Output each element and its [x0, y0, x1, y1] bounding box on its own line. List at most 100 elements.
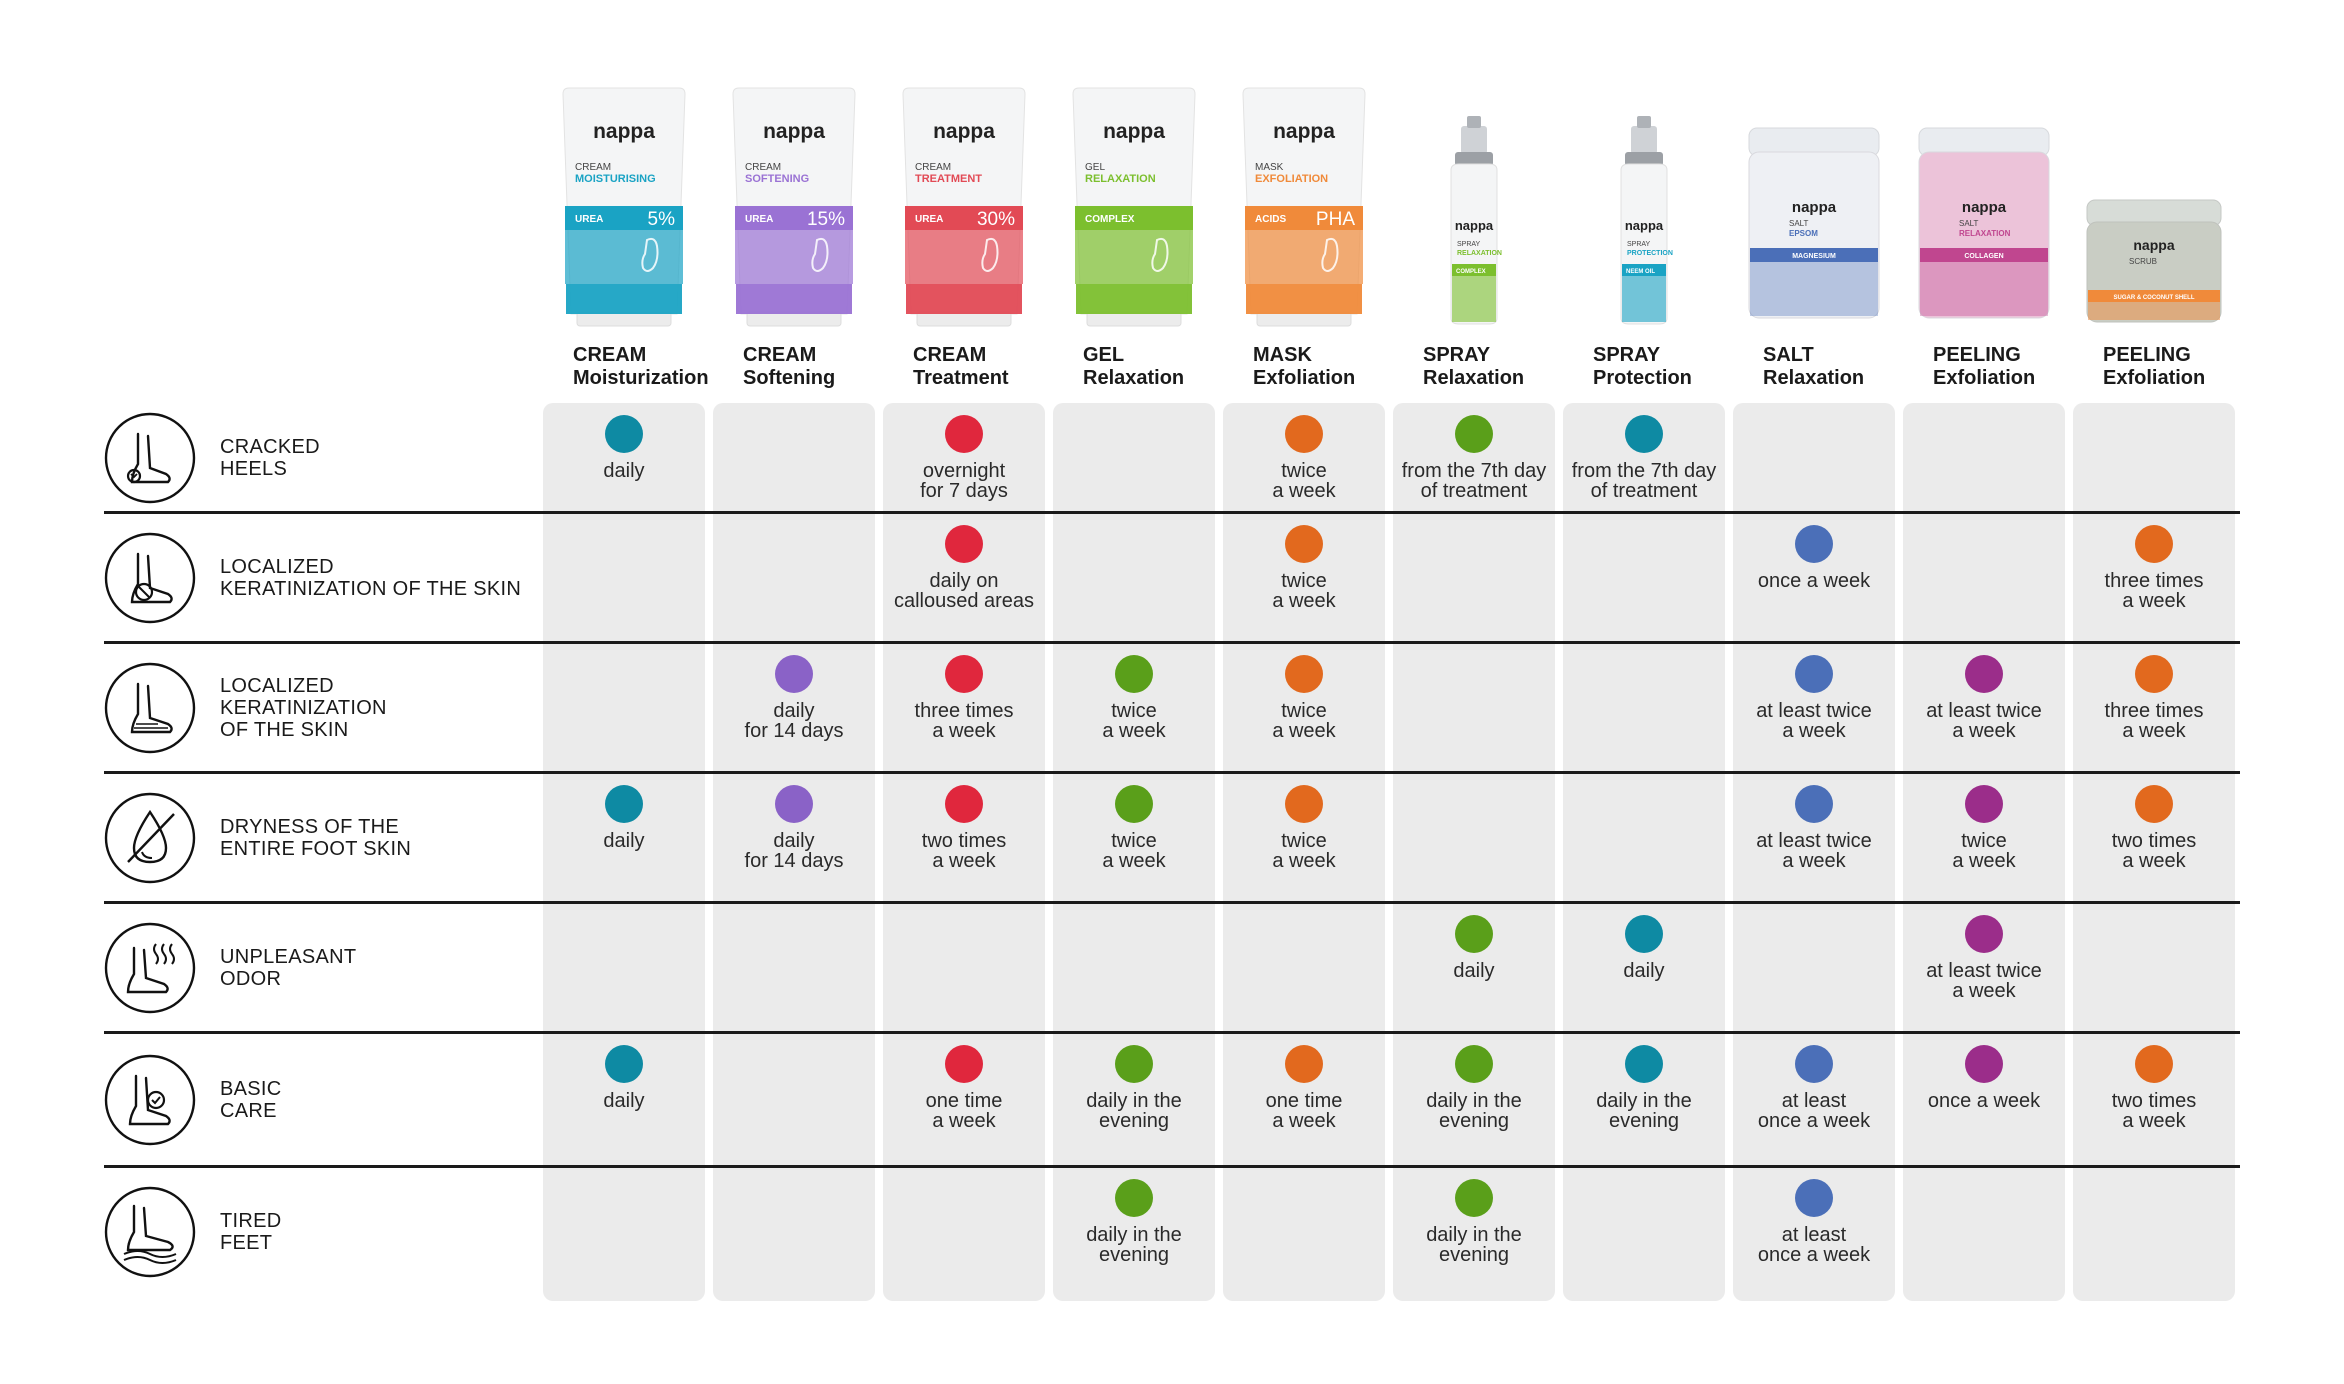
product-column-bg — [1903, 403, 2065, 1301]
usage-cell: daily — [1563, 915, 1725, 981]
usage-cell: daily — [543, 785, 705, 851]
usage-dot — [1625, 415, 1663, 453]
usage-dot — [945, 655, 983, 693]
usage-frequency-line: a week — [1952, 850, 2016, 872]
svg-text:UREA: UREA — [575, 214, 603, 225]
usage-frequency: three times a week — [2073, 701, 2235, 741]
usage-frequency: daily on calloused areas — [883, 571, 1045, 611]
usage-frequency-line: daily — [773, 830, 815, 852]
usage-frequency: daily in the evening — [1053, 1091, 1215, 1131]
usage-cell: one time a week — [883, 1045, 1045, 1131]
usage-frequency-line: one time — [1265, 1090, 1343, 1112]
usage-dot — [1625, 1045, 1663, 1083]
usage-frequency: at least twice a week — [1733, 701, 1895, 741]
product-header-2: nappa CREAM TREATMENT UREA 30% CREAM Treatment — [883, 80, 1045, 400]
usage-frequency-line: a week — [1782, 850, 1846, 872]
usage-cell: from the 7th day of treatment — [1563, 415, 1725, 501]
usage-frequency-line: a week — [1272, 850, 1336, 872]
row-divider — [104, 901, 2240, 904]
product-name: SPRAY Protection — [1593, 344, 1692, 390]
usage-frequency-line: at least — [1781, 1224, 1847, 1246]
usage-frequency: daily — [1563, 961, 1725, 981]
usage-frequency-line: a week — [1272, 720, 1336, 742]
usage-cell: daily — [543, 1045, 705, 1111]
usage-frequency-line: daily in the — [1086, 1224, 1182, 1246]
product-pack-image: nappa SALT EPSOM MAGNESIUM — [1733, 80, 1895, 330]
usage-frequency-line: a week — [2122, 1110, 2186, 1132]
usage-frequency: at least twice a week — [1733, 831, 1895, 871]
svg-text:CREAM: CREAM — [745, 162, 781, 173]
usage-frequency: twice a week — [1053, 831, 1215, 871]
indication-label-line: DRYNESS OF THE — [220, 816, 400, 838]
usage-dot — [1455, 1045, 1493, 1083]
product-pack-image: nappa MASK EXFOLIATION ACIDS PHA — [1223, 80, 1385, 330]
usage-dot — [1965, 785, 2003, 823]
svg-text:nappa: nappa — [1273, 120, 1335, 143]
usage-frequency: once a week — [1903, 1091, 2065, 1111]
indication-label: UNPLEASANT ODOR — [220, 946, 356, 990]
product-name: MASK Exfoliation — [1253, 344, 1355, 390]
usage-frequency-line: a week — [932, 1110, 996, 1132]
svg-text:MOISTURISING: MOISTURISING — [575, 173, 656, 185]
usage-frequency-line: three times — [2104, 700, 2204, 722]
usage-dot — [1455, 915, 1493, 953]
usage-dot — [605, 415, 643, 453]
product-pack-image: nappa SPRAY RELAXATION COMPLEX — [1393, 80, 1555, 330]
product-name-line2: Relaxation — [1083, 367, 1185, 389]
svg-text:PROTECTION: PROTECTION — [1627, 250, 1673, 257]
usage-frequency-line: for 7 days — [920, 480, 1008, 502]
usage-frequency-line: a week — [1952, 980, 2016, 1002]
usage-frequency-line: from the 7th day — [1401, 460, 1547, 482]
usage-dot — [775, 785, 813, 823]
product-pack-image: nappa SPRAY PROTECTION NEEM OIL — [1563, 80, 1725, 330]
usage-frequency-line: twice — [1281, 460, 1327, 482]
row-divider — [104, 641, 2240, 644]
usage-frequency-line: evening — [1098, 1244, 1170, 1266]
product-name-line2: Protection — [1593, 367, 1692, 389]
usage-frequency-line: a week — [2122, 850, 2186, 872]
usage-cell: three times a week — [883, 655, 1045, 741]
usage-frequency-line: daily — [603, 1090, 645, 1112]
usage-cell: at least twice a week — [1733, 785, 1895, 871]
usage-frequency-line: daily in the — [1596, 1090, 1692, 1112]
product-name-line2: Relaxation — [1423, 367, 1525, 389]
product-name-line1: SALT — [1763, 344, 1814, 366]
svg-text:nappa: nappa — [763, 120, 825, 143]
product-name: PEELING Exfoliation — [2103, 344, 2205, 390]
indication-label: TIRED FEET — [220, 1210, 282, 1254]
product-name-line1: CREAM — [913, 344, 987, 366]
usage-dot — [2135, 655, 2173, 693]
indication-label-line: BASIC — [220, 1078, 282, 1100]
usage-frequency: twice a week — [1223, 831, 1385, 871]
product-pack-image: nappa SALT RELAXATION COLLAGEN — [1903, 80, 2065, 330]
usage-frequency-line: a week — [932, 850, 996, 872]
usage-frequency: at least twice a week — [1903, 961, 2065, 1001]
product-column-bg — [1393, 403, 1555, 1301]
indication-row: DRYNESS OF THE ENTIRE FOOT SKIN daily daily… — [104, 773, 2240, 903]
usage-dot — [945, 415, 983, 453]
usage-dot — [945, 1045, 983, 1083]
usage-dot — [1965, 655, 2003, 693]
usage-frequency-line: evening — [1608, 1110, 1680, 1132]
svg-text:COMPLEX: COMPLEX — [1085, 214, 1135, 225]
svg-text:nappa: nappa — [1103, 120, 1165, 143]
foot-odor-icon — [104, 922, 196, 1014]
usage-frequency-line: calloused areas — [893, 590, 1035, 612]
usage-frequency-line: three times — [2104, 570, 2204, 592]
product-name: PEELING Exfoliation — [1933, 344, 2035, 390]
usage-frequency: twice a week — [1903, 831, 2065, 871]
usage-cell: two times a week — [883, 785, 1045, 871]
usage-frequency: twice a week — [1223, 701, 1385, 741]
product-name-line1: CREAM — [743, 344, 817, 366]
indication-row: LOCALIZED KERATINIZATION OF THE SKIN daily… — [104, 513, 2240, 643]
svg-text:SALT: SALT — [1959, 219, 1979, 228]
usage-frequency-line: three times — [914, 700, 1014, 722]
usage-frequency: at least once a week — [1733, 1225, 1895, 1265]
svg-text:EXFOLIATION: EXFOLIATION — [1255, 173, 1328, 185]
usage-dot — [945, 785, 983, 823]
usage-dot — [2135, 525, 2173, 563]
usage-frequency: two times a week — [2073, 1091, 2235, 1131]
usage-cell: at least once a week — [1733, 1045, 1895, 1131]
usage-frequency: two times a week — [2073, 831, 2235, 871]
